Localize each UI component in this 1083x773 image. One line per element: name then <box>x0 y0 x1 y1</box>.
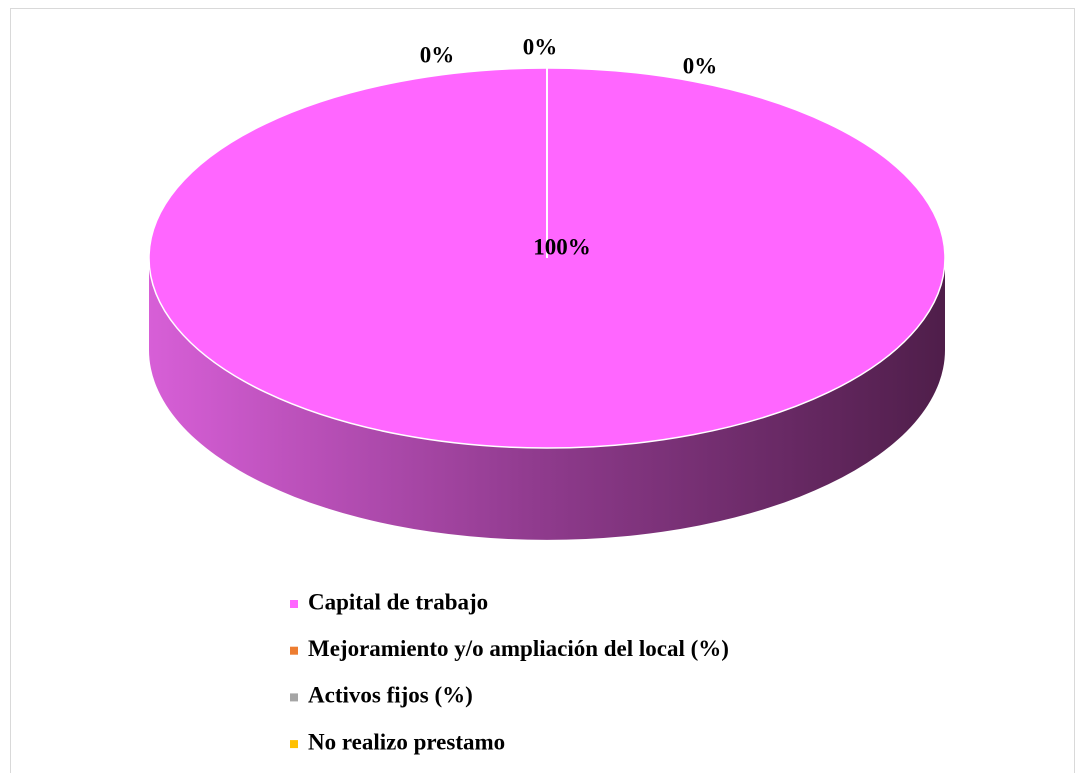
legend-label: Activos fijos (%) <box>308 683 473 708</box>
legend-swatch <box>290 693 298 702</box>
legend-label: Capital de trabajo <box>308 589 488 614</box>
data-label: 0% <box>683 53 718 78</box>
legend-swatch <box>290 646 298 655</box>
legend-swatch <box>290 740 298 749</box>
legend-swatch <box>290 600 298 608</box>
legend-label: No realizo prestamo <box>308 729 505 754</box>
pie-side <box>149 258 945 540</box>
data-label: 0% <box>523 34 558 59</box>
legend-label: Mejoramiento y/o ampliación del local (%… <box>308 636 729 661</box>
data-label: 0% <box>420 42 455 67</box>
data-label: 100% <box>533 234 591 259</box>
